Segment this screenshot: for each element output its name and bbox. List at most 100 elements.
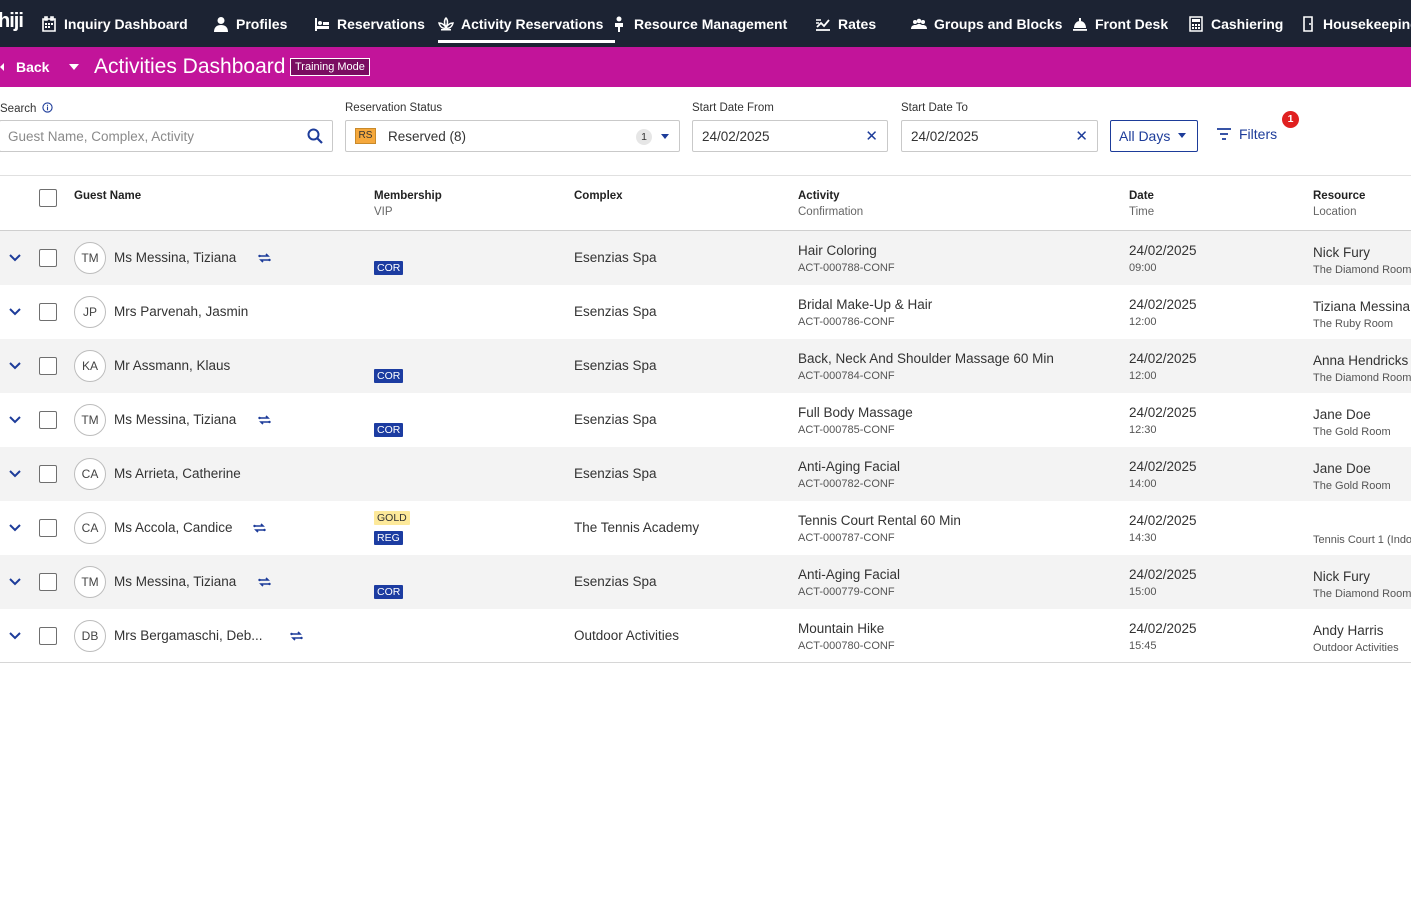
nav-housekeeping[interactable]: Housekeeping [1300, 0, 1411, 47]
group-icon [911, 18, 927, 29]
nav-profiles[interactable]: Profiles [213, 0, 287, 47]
table-row[interactable]: KA Mr Assmann, Klaus COR Esenzias Spa Back, … [0, 339, 1411, 393]
filters-button[interactable]: Filters [1217, 126, 1277, 142]
clear-icon[interactable]: ✕ [1075, 128, 1088, 145]
activity-date: 24/02/2025 [1129, 297, 1197, 312]
back-label: Back [16, 59, 50, 75]
row-checkbox[interactable] [39, 357, 57, 375]
nav-label: Rates [838, 15, 877, 32]
nav-reservations[interactable]: Reservations [314, 0, 425, 47]
col-subtitle: Time [1129, 206, 1155, 218]
nav-label: Housekeeping [1323, 15, 1411, 32]
guest-name[interactable]: Ms Messina, Tiziana [114, 250, 237, 265]
linked-reservation-icon[interactable] [258, 252, 271, 264]
activity-time: 15:00 [1129, 586, 1157, 598]
col-complex[interactable]: Complex [574, 188, 623, 204]
nav-groups-and-blocks[interactable]: Groups and Blocks [911, 0, 1062, 47]
guest-name[interactable]: Mr Assmann, Klaus [114, 358, 231, 373]
col-subtitle: VIP [374, 206, 393, 218]
top-navigation: hiji Inquiry Dashboard Profiles Reservat… [0, 0, 1411, 47]
calculator-icon [1189, 15, 1203, 32]
page-header: Back Activities Dashboard Training Mode [0, 47, 1411, 87]
guest-name[interactable]: Mrs Parvenah, Jasmin [114, 304, 249, 319]
linked-reservation-icon[interactable] [290, 630, 303, 642]
linked-reservation-icon[interactable] [258, 414, 271, 426]
start-to-value: 24/02/2025 [911, 128, 979, 144]
row-checkbox[interactable] [39, 249, 57, 267]
nav-activity-reservations[interactable]: Activity Reservations [438, 0, 616, 47]
row-checkbox[interactable] [39, 411, 57, 429]
expand-chevron-icon[interactable] [9, 470, 21, 478]
calendar-icon [42, 15, 56, 32]
activity-time: 15:45 [1129, 640, 1157, 652]
search-icon[interactable] [307, 128, 323, 144]
guest-name[interactable]: Ms Messina, Tiziana [114, 412, 237, 427]
activity-name: Back, Neck And Shoulder Massage 60 Min [798, 351, 1054, 366]
linked-reservation-icon[interactable] [253, 522, 266, 534]
nav-front-desk[interactable]: Front Desk [1072, 0, 1168, 47]
guest-name[interactable]: Ms Arrieta, Catherine [114, 466, 241, 481]
table-row[interactable]: TM Ms Messina, Tiziana COR Esenzias Spa Hair… [0, 231, 1411, 285]
start-date-from-field[interactable]: 24/02/2025 ✕ [692, 120, 888, 152]
expand-chevron-icon[interactable] [9, 632, 21, 640]
chevron-down-icon[interactable] [69, 64, 79, 70]
resource-name: Tiziana Messina [1313, 299, 1411, 314]
row-checkbox[interactable] [39, 573, 57, 591]
activity-name: Full Body Massage [798, 405, 913, 420]
expand-chevron-icon[interactable] [9, 578, 21, 586]
expand-chevron-icon[interactable] [9, 362, 21, 370]
expand-chevron-icon[interactable] [9, 416, 21, 424]
status-value: Reserved (8) [388, 128, 467, 144]
row-checkbox[interactable] [39, 303, 57, 321]
guest-name[interactable]: Mrs Bergamaschi, Deb... [114, 628, 263, 643]
avatar: JP [74, 296, 106, 328]
table-row[interactable]: CA Ms Accola, Candice GOLD REG The Tennis Ac… [0, 501, 1411, 555]
nav-label: Groups and Blocks [934, 15, 1063, 32]
col-membership[interactable]: Membership VIP [374, 188, 442, 220]
table-row[interactable]: CA Ms Arrieta, Catherine Esenzias Spa Anti-… [0, 447, 1411, 501]
row-checkbox[interactable] [39, 519, 57, 537]
guest-name[interactable]: Ms Messina, Tiziana [114, 574, 237, 589]
nav-resource-management[interactable]: Resource Management [611, 0, 787, 47]
nav-inquiry-dashboard[interactable]: Inquiry Dashboard [41, 0, 188, 47]
activity-name: Tennis Court Rental 60 Min [798, 513, 961, 528]
col-resource[interactable]: Resource Location [1313, 188, 1365, 220]
nav-label: Front Desk [1095, 15, 1169, 32]
start-date-to-field[interactable]: 24/02/2025 ✕ [901, 120, 1098, 152]
expand-chevron-icon[interactable] [9, 308, 21, 316]
linked-reservation-icon[interactable] [258, 576, 271, 588]
back-button[interactable]: Back [0, 47, 49, 87]
confirmation-number: ACT-000785-CONF [798, 424, 895, 436]
complex-name: Esenzias Spa [574, 250, 657, 265]
info-icon[interactable] [42, 102, 53, 113]
days-value: All Days [1119, 128, 1171, 144]
complex-name: The Tennis Academy [574, 520, 700, 535]
row-checkbox[interactable] [39, 627, 57, 645]
days-select[interactable]: All Days [1110, 120, 1198, 152]
search-placeholder: Guest Name, Complex, Activity [8, 128, 195, 144]
expand-chevron-icon[interactable] [9, 254, 21, 262]
col-title: Date [1129, 190, 1154, 202]
col-guest-name[interactable]: Guest Name [74, 188, 141, 204]
row-checkbox[interactable] [39, 465, 57, 483]
clear-icon[interactable]: ✕ [865, 128, 878, 145]
table-row[interactable]: TM Ms Messina, Tiziana COR Esenzias Spa Anti… [0, 555, 1411, 609]
table-row[interactable]: TM Ms Messina, Tiziana COR Esenzias Spa Full… [0, 393, 1411, 447]
table-row[interactable]: DB Mrs Bergamaschi, Deb... Outdoor Activit… [0, 609, 1411, 663]
avatar: TM [74, 566, 106, 598]
guest-name[interactable]: Ms Accola, Candice [114, 520, 233, 535]
complex-name: Outdoor Activities [574, 628, 680, 643]
table-row[interactable]: JP Mrs Parvenah, Jasmin Esenzias Spa Bridal… [0, 285, 1411, 339]
nav-cashiering[interactable]: Cashiering [1188, 0, 1283, 47]
col-date[interactable]: Date Time [1129, 188, 1154, 220]
nav-rates[interactable]: Rates [815, 0, 876, 47]
table-header: Guest Name Membership VIP Complex Activit… [0, 176, 1411, 231]
reservation-status-select[interactable]: RS Reserved (8) 1 [345, 120, 680, 152]
search-input[interactable]: Guest Name, Complex, Activity [0, 120, 333, 152]
nav-label: Inquiry Dashboard [64, 15, 188, 32]
expand-chevron-icon[interactable] [9, 524, 21, 532]
select-all-checkbox[interactable] [39, 189, 57, 207]
col-activity[interactable]: Activity Confirmation [798, 188, 863, 220]
confirmation-number: ACT-000779-CONF [798, 586, 895, 598]
nav-label: Reservations [337, 15, 425, 32]
